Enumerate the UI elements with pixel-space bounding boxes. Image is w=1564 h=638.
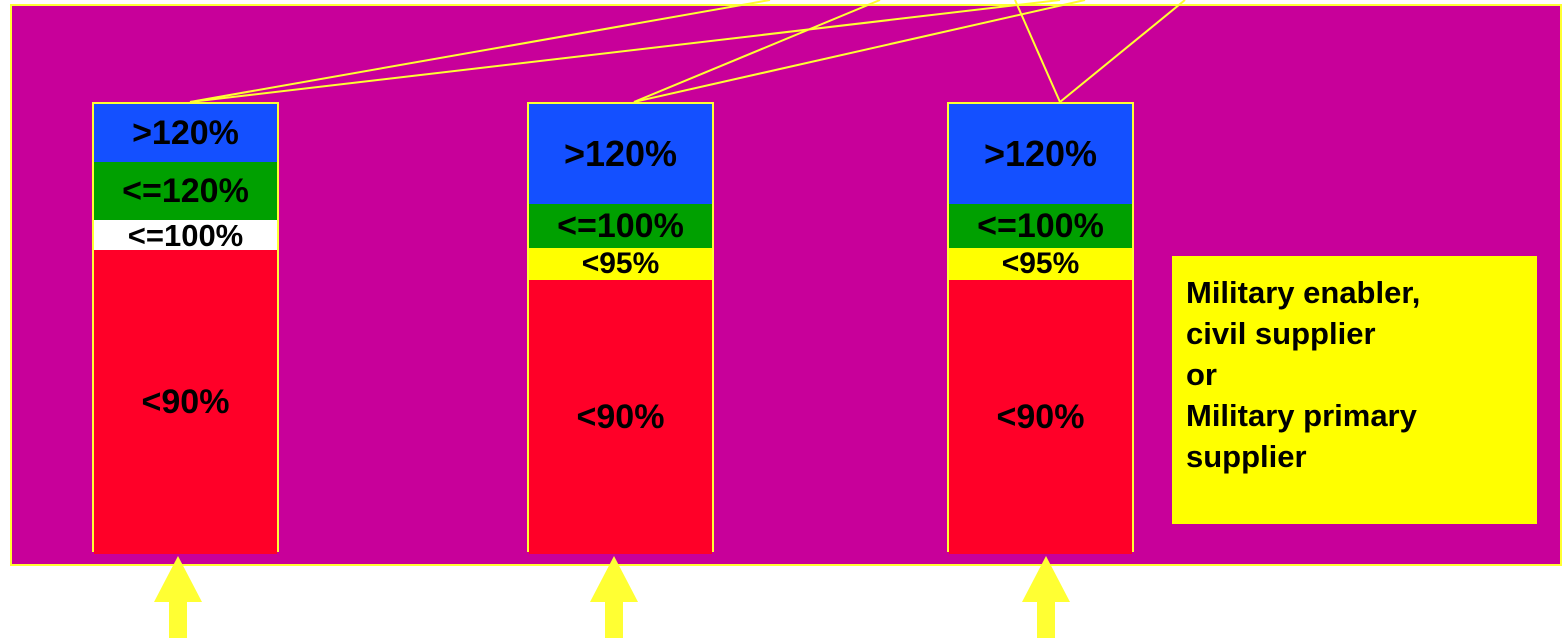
- connector-line: [633, 0, 1086, 103]
- connector-line: [189, 0, 771, 103]
- legend-box: Military enabler, civil supplier or Mili…: [1172, 256, 1537, 524]
- legend-line: civil supplier: [1186, 316, 1376, 351]
- segment-green: <=100%: [949, 204, 1132, 248]
- segment-blue: >120%: [529, 104, 712, 204]
- connector-line: [1014, 0, 1061, 103]
- legend-line: Military primary: [1186, 398, 1417, 433]
- legend-line: Military enabler,: [1186, 275, 1421, 310]
- legend-line: supplier: [1186, 439, 1307, 474]
- connector-line: [633, 0, 881, 103]
- connector-line: [189, 0, 1061, 103]
- segment-white: <=100%: [94, 220, 277, 250]
- bar-column: >120% <=100% <95% <90%: [527, 102, 714, 554]
- legend-line: or: [1186, 357, 1217, 392]
- segment-red: <90%: [949, 280, 1132, 554]
- up-arrow-icon: [590, 556, 638, 638]
- up-arrow-icon: [1022, 556, 1070, 638]
- segment-green: <=100%: [529, 204, 712, 248]
- segment-yellow: <95%: [949, 248, 1132, 280]
- segment-green: <=120%: [94, 162, 277, 220]
- bar-column: >120% <=100% <95% <90%: [947, 102, 1134, 554]
- up-arrow-icon: [154, 556, 202, 638]
- segment-blue: >120%: [94, 104, 277, 162]
- segment-red: <90%: [94, 250, 277, 554]
- segment-blue: >120%: [949, 104, 1132, 204]
- segment-yellow: <95%: [529, 248, 712, 280]
- segment-red: <90%: [529, 280, 712, 554]
- bar-column: >120% <=120% <=100% <90%: [92, 102, 279, 554]
- connector-line: [1059, 0, 1186, 103]
